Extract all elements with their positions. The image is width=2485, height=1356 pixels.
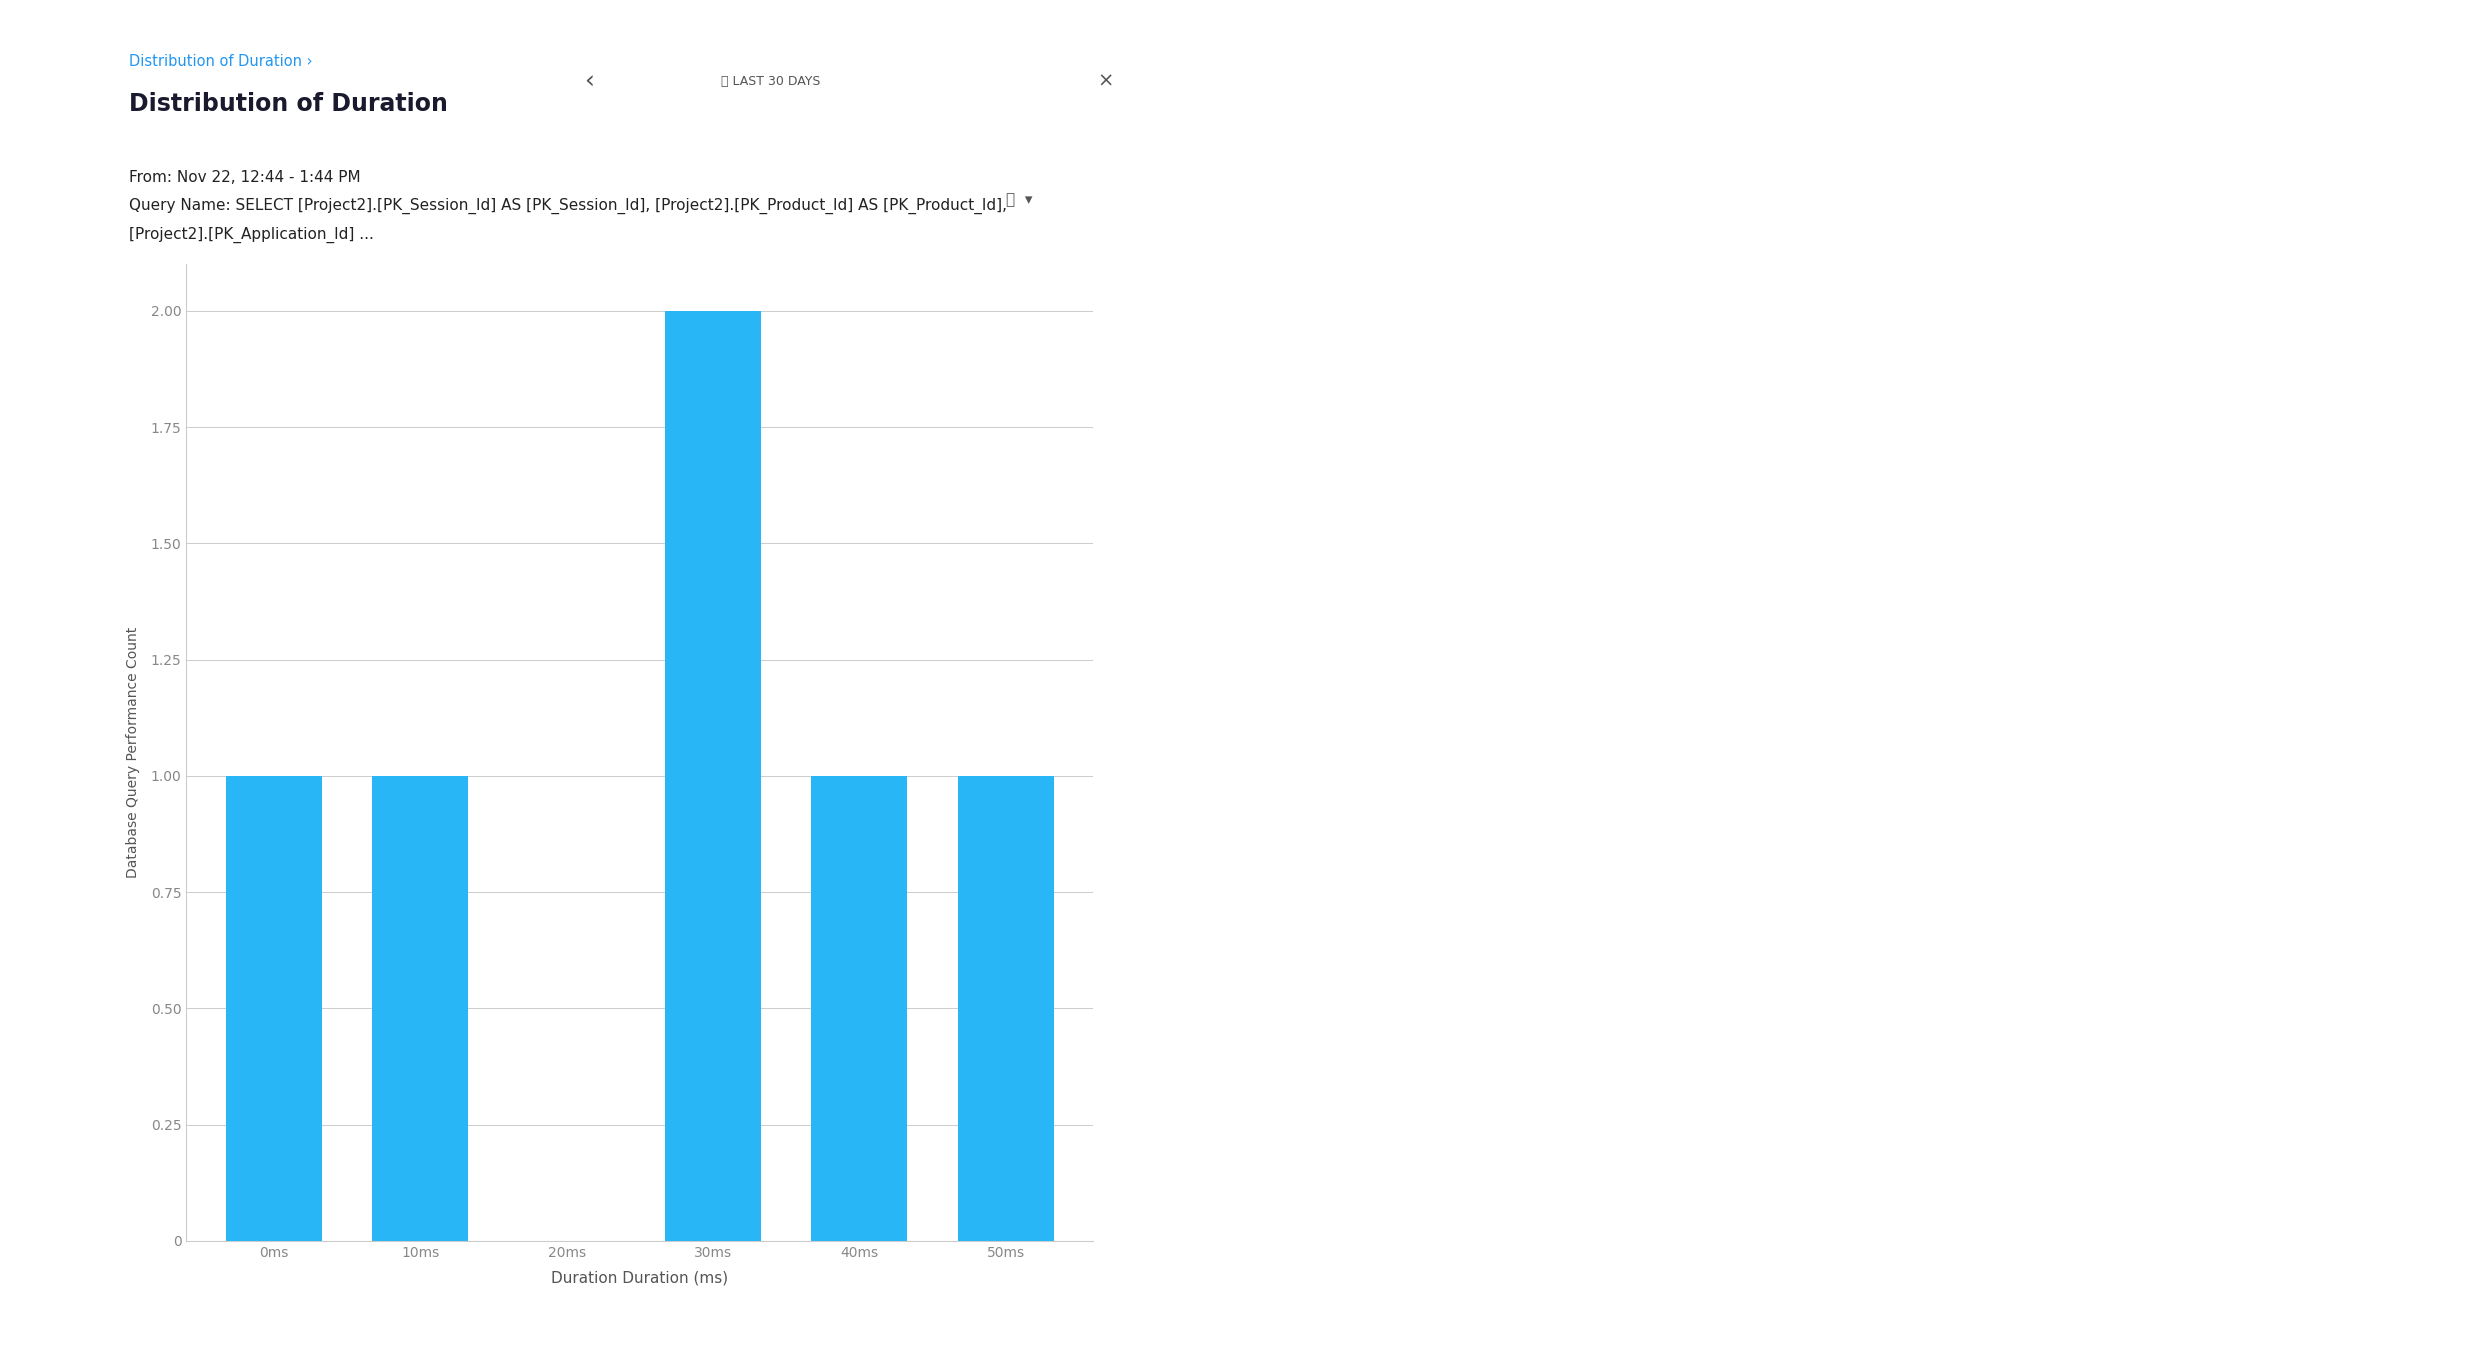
Bar	[810, 776, 907, 1241]
Bar	[957, 776, 1054, 1241]
Y-axis label: Database Query Performance Count: Database Query Performance Count	[127, 626, 139, 879]
Text: ×: ×	[1098, 72, 1113, 91]
X-axis label: Duration Duration (ms): Duration Duration (ms)	[552, 1271, 728, 1285]
Text: Query Name: SELECT [Project2].[PK_Session_Id] AS [PK_Session_Id], [Project2].[PK: Query Name: SELECT [Project2].[PK_Sessio…	[129, 198, 1006, 214]
Bar	[226, 776, 323, 1241]
Bar	[373, 776, 470, 1241]
Text: ‹: ‹	[584, 69, 594, 94]
Text: Distribution of Duration ›: Distribution of Duration ›	[129, 54, 313, 69]
Bar	[666, 311, 760, 1241]
Text: [Project2].[PK_Application_Id] ...: [Project2].[PK_Application_Id] ...	[129, 226, 375, 243]
Text: Distribution of Duration: Distribution of Duration	[129, 92, 447, 117]
Text: ⎘  ▾: ⎘ ▾	[1006, 193, 1031, 207]
Text: ⛶ INVESTIGATE: ⛶ INVESTIGATE	[929, 76, 1024, 87]
Text: From: Nov 22, 12:44 - 1:44 PM: From: Nov 22, 12:44 - 1:44 PM	[129, 170, 360, 184]
Text: ⏰ LAST 30 DAYS: ⏰ LAST 30 DAYS	[721, 75, 820, 88]
